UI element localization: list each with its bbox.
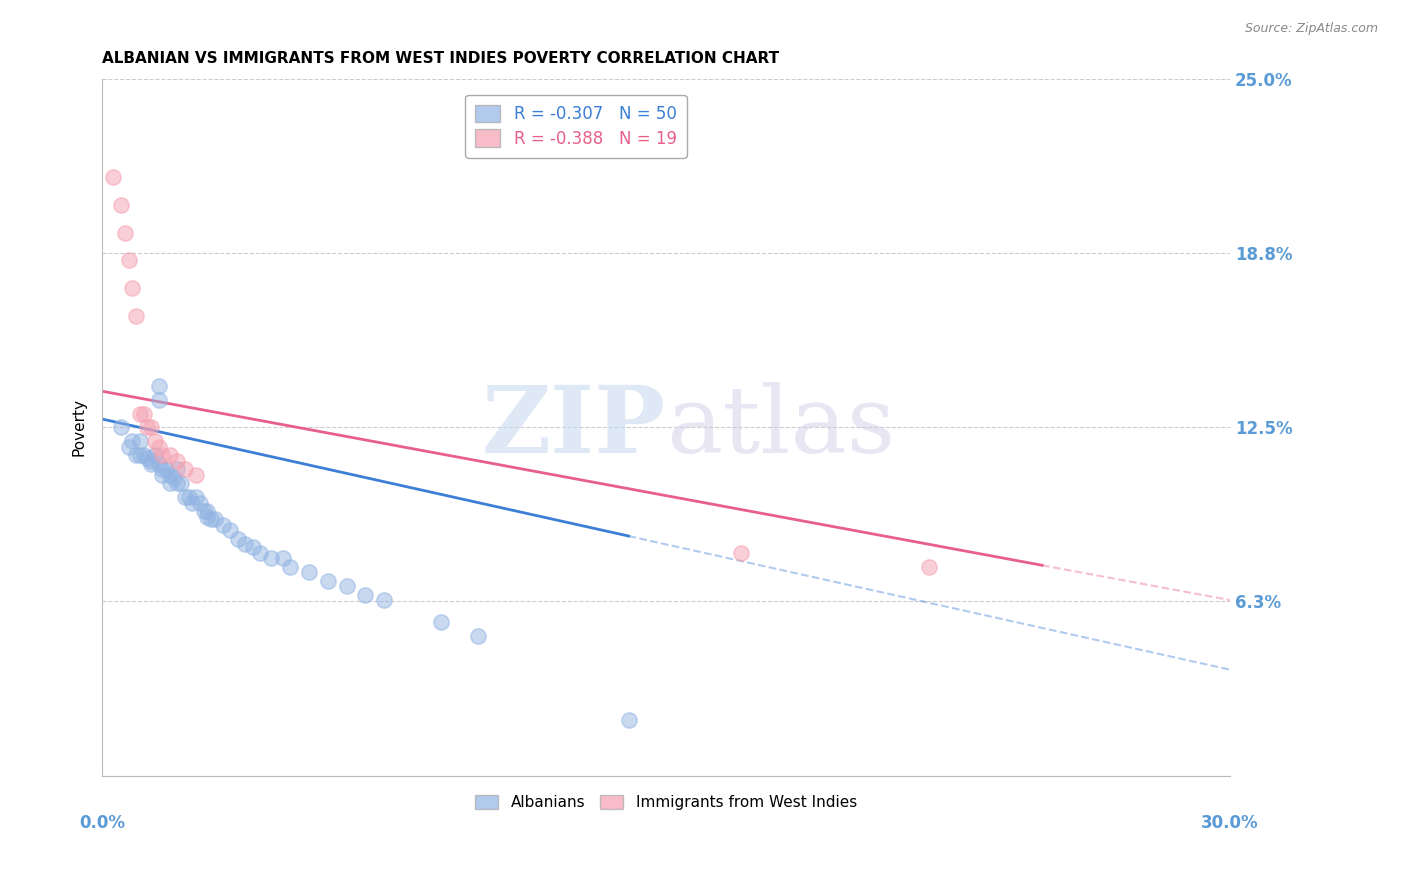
Point [260,551,283,566]
Point [204,512,226,526]
Point [186,490,208,504]
Y-axis label: Poverty: Poverty [72,399,86,457]
Point [148,378,170,392]
Legend: Albanians, Immigrants from West Indies: Albanians, Immigrants from West Indies [470,789,863,816]
Point [354,587,377,601]
Point [200,512,222,526]
Point [117,253,139,268]
Point [174,462,197,476]
Point [110,197,132,211]
Point [125,448,148,462]
Point [278,559,301,574]
Point [159,448,181,462]
Point [373,593,395,607]
Point [121,281,143,295]
Text: 0.0%: 0.0% [79,814,125,832]
Point [271,551,294,566]
Point [174,490,197,504]
Point [150,448,173,462]
Point [181,495,204,509]
Point [125,309,148,323]
Point [159,467,181,482]
Point [155,462,177,476]
Point [226,532,249,546]
Point [219,524,242,538]
Point [166,454,188,468]
Point [186,467,208,482]
Point [132,407,155,421]
Point [128,407,150,421]
Text: ALBANIAN VS IMMIGRANTS FROM WEST INDIES POVERTY CORRELATION CHART: ALBANIAN VS IMMIGRANTS FROM WEST INDIES … [103,51,779,66]
Point [139,420,162,434]
Point [316,574,339,588]
Point [148,457,170,471]
Point [467,629,489,643]
Point [159,476,181,491]
Point [132,448,155,462]
Point [136,420,159,434]
Point [163,470,186,484]
Point [128,434,150,449]
Point [242,540,264,554]
Point [166,476,188,491]
Point [114,226,136,240]
Point [150,462,173,476]
Text: ZIP: ZIP [482,383,666,473]
Point [617,713,640,727]
Point [103,169,125,184]
Text: Source: ZipAtlas.com: Source: ZipAtlas.com [1244,22,1378,36]
Point [117,440,139,454]
Point [336,579,359,593]
Point [429,615,451,630]
Point [193,504,215,518]
Text: 30.0%: 30.0% [1201,814,1258,832]
Point [139,454,162,468]
Text: atlas: atlas [666,383,896,473]
Point [110,420,132,434]
Point [197,509,219,524]
Point [298,566,321,580]
Point [148,392,170,407]
Point [918,559,941,574]
Point [211,517,233,532]
Point [150,467,173,482]
Point [136,451,159,466]
Point [143,448,166,462]
Point [121,434,143,449]
Point [148,440,170,454]
Point [166,462,188,476]
Point [730,546,752,560]
Point [128,448,150,462]
Point [188,495,211,509]
Point [170,476,193,491]
Point [143,434,166,449]
Point [139,457,162,471]
Point [197,504,219,518]
Point [233,537,256,551]
Point [249,546,271,560]
Point [177,490,200,504]
